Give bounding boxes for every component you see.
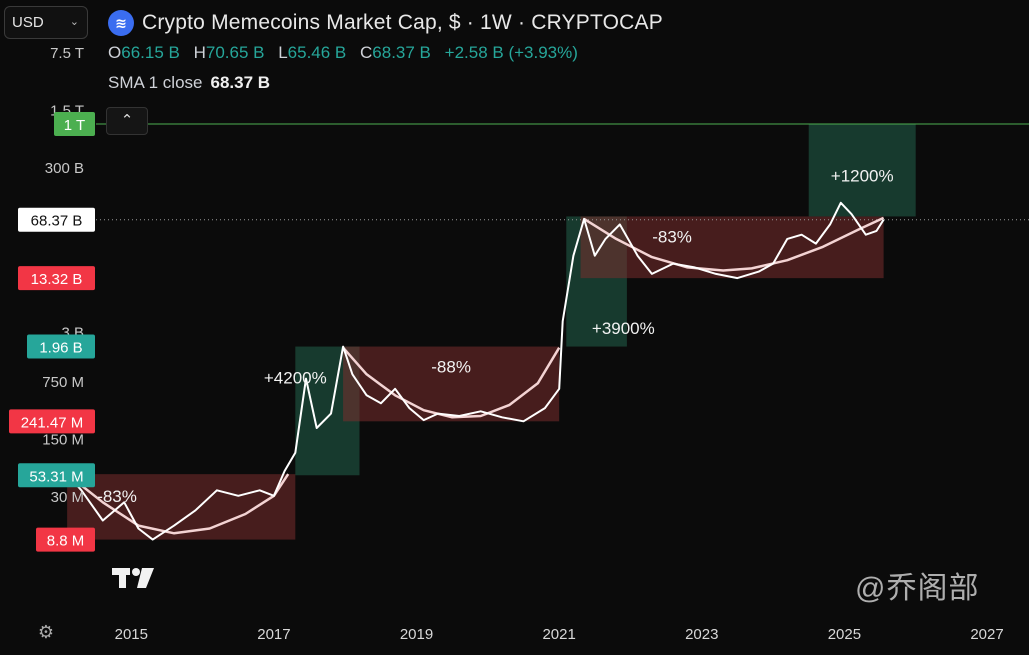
x-tick-label: 2025 bbox=[828, 626, 861, 643]
x-tick-label: 2027 bbox=[970, 626, 1003, 643]
price-label-text: 1 T bbox=[64, 117, 85, 134]
ohlc-open-label: O bbox=[108, 43, 122, 62]
price-label-badge bbox=[54, 111, 95, 136]
price-label-badge bbox=[18, 463, 95, 488]
y-tick-label: 30 M bbox=[51, 489, 84, 506]
ohlc-low-label: L bbox=[278, 43, 288, 62]
collapse-legend-button[interactable]: ⌃ bbox=[106, 107, 148, 135]
cup-curve-1 bbox=[342, 346, 561, 419]
x-tick-label: 2015 bbox=[115, 626, 148, 643]
x-tick-label: 2019 bbox=[400, 626, 433, 643]
price-label-text: 1.96 B bbox=[39, 340, 82, 357]
ohlc-close-label: C bbox=[360, 43, 373, 62]
chevron-down-icon: ⌄ bbox=[69, 16, 79, 28]
ohlc-change-value: +2.58 B (+3.93%) bbox=[444, 43, 578, 62]
ohlc-open-value: 66.15 B bbox=[121, 43, 180, 62]
cup-curve-0 bbox=[66, 473, 290, 535]
symbol-header: ≋ Crypto Memecoins Market Cap, $ · 1W · … bbox=[108, 9, 663, 37]
price-label-text: 8.8 M bbox=[47, 533, 85, 550]
sma-value: 68.37 B bbox=[210, 73, 271, 92]
price-label-text: 53.31 M bbox=[29, 468, 83, 485]
x-tick-label: 2017 bbox=[257, 626, 290, 643]
zone-label-5: +1200% bbox=[831, 166, 894, 185]
price-label-text: 13.32 B bbox=[31, 271, 83, 288]
y-tick-label: 750 M bbox=[42, 374, 84, 391]
y-tick-label: 150 M bbox=[42, 431, 84, 448]
zone-label-0: -83% bbox=[97, 487, 137, 506]
ohlc-close-value: 68.37 B bbox=[372, 43, 431, 62]
cryptocap-logo-icon: ≋ bbox=[108, 10, 134, 36]
drawdown-zone-0 bbox=[67, 474, 296, 540]
author-watermark: @乔阁部 bbox=[855, 572, 980, 605]
chart-title[interactable]: Crypto Memecoins Market Cap, $ · 1W · CR… bbox=[142, 11, 663, 34]
price-line-0 bbox=[66, 201, 885, 541]
price-label-badge bbox=[9, 409, 95, 434]
settings-icon[interactable]: ⚙ bbox=[37, 622, 55, 642]
price-label-badge bbox=[36, 527, 95, 552]
chevron-up-icon: ⌃ bbox=[120, 112, 134, 129]
x-tick-label: 2021 bbox=[542, 626, 575, 643]
currency-value: USD bbox=[12, 14, 44, 31]
currency-select[interactable]: USD ⌄ bbox=[4, 6, 88, 39]
y-tick-label: 300 B bbox=[45, 160, 84, 177]
y-tick-label: 7.5 T bbox=[50, 45, 84, 62]
ohlc-high-label: H bbox=[193, 43, 206, 62]
rally-zone-5 bbox=[808, 123, 916, 217]
zone-label-1: +4200% bbox=[264, 368, 327, 387]
zone-label-2: -88% bbox=[431, 358, 471, 377]
sma-legend[interactable]: SMA 1 close 68.37 B bbox=[108, 73, 270, 93]
ohlc-readout: O66.15 B H70.65 B L65.46 B C68.37 B +2.5… bbox=[108, 43, 587, 63]
price-label-text: 68.37 B bbox=[31, 213, 83, 230]
tradingview-logo[interactable] bbox=[112, 565, 162, 596]
ohlc-low-value: 65.46 B bbox=[287, 43, 347, 62]
price-label-badge bbox=[27, 334, 95, 359]
sma-label: SMA 1 close bbox=[108, 73, 203, 92]
price-label-badge bbox=[18, 266, 95, 291]
x-tick-label: 2023 bbox=[685, 626, 718, 643]
ohlc-high-value: 70.65 B bbox=[205, 43, 265, 62]
price-label-text: 241.47 M bbox=[21, 414, 84, 431]
zone-label-3: +3900% bbox=[592, 319, 655, 338]
price-label-badge bbox=[18, 207, 95, 232]
zone-label-4: -83% bbox=[652, 227, 692, 246]
